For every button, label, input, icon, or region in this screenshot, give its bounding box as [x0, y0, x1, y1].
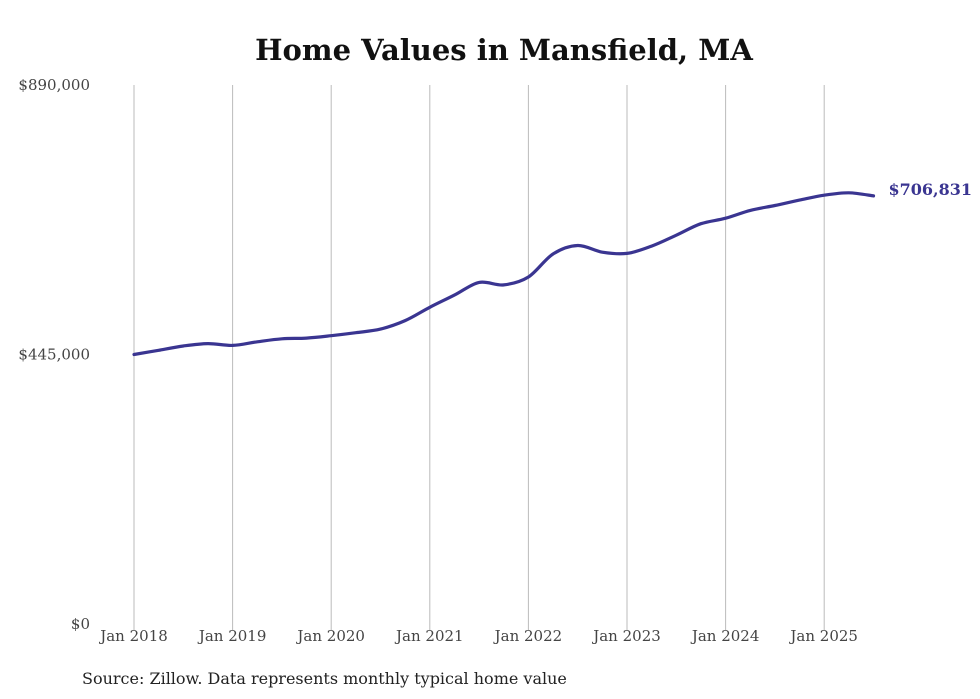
x-tick-label: Jan 2024	[690, 627, 760, 645]
gridlines	[133, 85, 825, 630]
source-note: Source: Zillow. Data represents monthly …	[82, 669, 567, 688]
y-tick-label: $445,000	[18, 346, 90, 364]
x-tick-label: Jan 2021	[394, 627, 464, 645]
chart-title: Home Values in Mansfield, MA	[255, 33, 753, 67]
y-tick-label: $0	[71, 615, 90, 633]
x-axis-ticks: Jan 2018 Jan 2019 Jan 2020 Jan 2021 Jan 2022…	[98, 627, 858, 645]
x-tick-label: Jan 2025	[788, 627, 858, 645]
y-tick-label: $890,000	[18, 76, 90, 94]
series-line	[132, 191, 876, 357]
y-axis-ticks: $0 $445,000 $890,000	[18, 76, 90, 633]
x-tick-label: Jan 2022	[493, 627, 563, 645]
x-tick-label: Jan 2019	[197, 627, 267, 645]
x-tick-label: Jan 2020	[295, 627, 365, 645]
end-value-label: $706,831	[889, 180, 973, 199]
x-tick-label: Jan 2023	[591, 627, 661, 645]
series-layer: $706,831	[132, 180, 973, 357]
x-tick-label: Jan 2018	[98, 627, 168, 645]
